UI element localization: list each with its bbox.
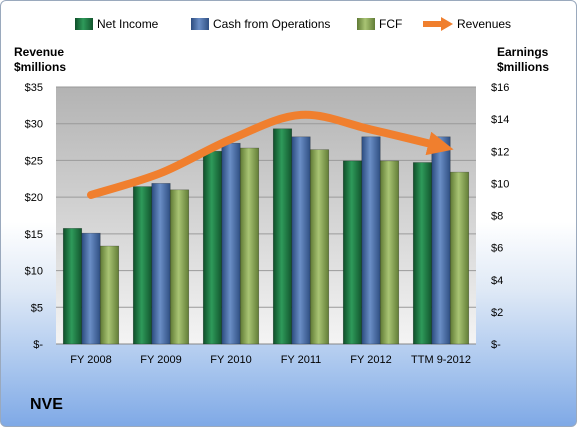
legend-label-fcf: FCF [379,17,402,31]
left-axis-title-line2: $millions [14,60,66,74]
plot-area [56,87,476,344]
x-tick-label: FY 2009 [140,354,181,366]
x-tick-labels: FY 2008 FY 2009 FY 2010 FY 2011 FY 2012 TTM 9… [70,354,471,366]
bar-fcf [99,245,120,345]
left-tick-label: $30 [25,119,43,131]
right-axis-title-line2: $millions [497,60,549,74]
right-tick-label: $12 [491,146,509,158]
legend-arrow-revenues [441,17,453,31]
legend-label-net-income: Net Income [97,17,159,31]
legend-swatch-fcf [357,18,375,30]
revenue-line [87,110,454,199]
left-tick-label: $25 [25,155,43,167]
x-tick-label: FY 2010 [210,354,251,366]
bar-cash-from-operations [221,142,241,345]
left-tick-label: $5 [31,302,43,314]
left-axis-title-line1: Revenue [14,45,64,59]
company-name: NVE [30,396,63,413]
left-tick-label: $- [33,339,43,351]
bar-net-income [202,150,223,345]
right-tick-label: $2 [491,307,503,319]
x-tick-label: FY 2011 [281,354,322,366]
bar-cash-from-operations [431,136,451,345]
right-tick-labels: $- $2 $4 $6 $8 $10 $12 $14 $16 [491,82,509,351]
right-tick-label: $14 [491,114,509,126]
right-tick-label: $10 [491,178,509,190]
left-tick-label: $35 [25,82,43,94]
bar-net-income [62,228,83,345]
legend-swatch-net-income [75,18,93,30]
left-tick-label: $15 [25,229,43,241]
bar-fcf [169,189,190,345]
bar-net-income [342,160,363,345]
left-tick-label: $10 [25,266,43,278]
legend-label-revenues: Revenues [457,17,511,31]
bar-net-income [272,128,293,345]
bar-cash-from-operations [151,183,171,345]
legend-swatch-cash-from-operations [191,18,209,30]
x-tick-label: FY 2008 [70,354,111,366]
gridlines [56,86,476,345]
bar-cash-from-operations [81,232,101,345]
bars [62,128,470,345]
right-tick-label: $8 [491,211,503,223]
right-axis-title-line1: Earnings [497,45,549,59]
bar-net-income [412,162,433,345]
bar-net-income [132,186,153,345]
bar-fcf [379,160,400,345]
bar-fcf [239,147,260,345]
right-tick-label: $16 [491,82,509,94]
bar-fcf [309,149,330,345]
bar-fcf [449,171,470,345]
bar-cash-from-operations [361,136,381,345]
left-tick-labels: $- $5 $10 $15 $20 $25 $30 $35 [25,82,44,351]
right-tick-label: $- [491,339,501,351]
revenue-series-line [87,110,454,199]
legend-label-cash-from-operations: Cash from Operations [213,17,330,31]
bar-cash-from-operations [291,136,311,345]
legend: Net Income Cash from Operations FCF Revenue… [75,17,511,31]
right-tick-label: $4 [491,275,503,287]
right-tick-label: $6 [491,243,503,255]
x-tick-label: TTM 9-2012 [411,354,471,366]
x-tick-label: FY 2012 [350,354,391,366]
left-tick-label: $20 [25,192,43,204]
